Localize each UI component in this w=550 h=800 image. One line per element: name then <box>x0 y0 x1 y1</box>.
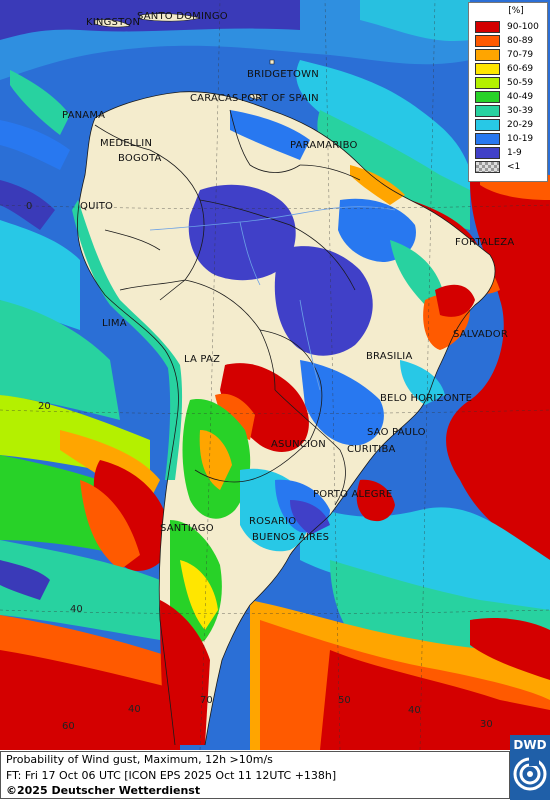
dwd-logo: DWD <box>510 735 550 800</box>
city-label: PORT OF SPAIN <box>241 93 319 104</box>
grid-label: 40 <box>70 604 83 615</box>
legend-swatch <box>475 49 500 61</box>
legend-label: 40-49 <box>507 92 534 102</box>
grid-label: 40 <box>408 705 421 716</box>
city-label: PANAMA <box>62 110 106 121</box>
legend-unit: [%] <box>508 6 524 16</box>
legend-swatch <box>475 119 500 131</box>
city-label: ASUNCION <box>271 439 326 450</box>
city-label: BRIDGETOWN <box>247 69 319 80</box>
legend-label: 30-39 <box>507 106 534 116</box>
caption-box: Probability of Wind gust, Maximum, 12h >… <box>0 751 510 799</box>
legend-swatch <box>475 147 500 159</box>
city-label: LA PAZ <box>184 354 221 365</box>
legend-label: 80-89 <box>507 36 534 46</box>
legend-label: 60-69 <box>507 64 534 74</box>
city-label: QUITO <box>80 201 114 212</box>
legend-label: 1-9 <box>507 148 522 158</box>
city-label: BELO HORIZONTE <box>380 393 473 404</box>
city-label: LIMA <box>102 318 127 329</box>
city-label: KINGSTON <box>86 17 141 28</box>
city-label: FORTALEZA <box>455 237 515 248</box>
legend-swatch <box>475 133 500 145</box>
grid-label: 0 <box>26 201 33 212</box>
legend-swatch <box>475 77 500 89</box>
city-label: CURITIBA <box>347 444 396 455</box>
legend-swatch <box>475 63 500 75</box>
city-label: CARACAS <box>190 93 239 104</box>
grid-label: 30 <box>480 719 493 730</box>
city-label: BRASILIA <box>366 351 413 362</box>
city-label: PORTO ALEGRE <box>313 489 393 500</box>
grid-label: 40 <box>128 704 141 715</box>
city-label: SANTIAGO <box>160 523 214 534</box>
city-label: BUENOS AIRES <box>252 532 330 543</box>
legend-swatch <box>475 161 500 173</box>
caption-title: Probability of Wind gust, Maximum, 12h >… <box>6 753 273 766</box>
legend-swatch <box>475 35 500 47</box>
city-label: SANTO DOMINGO <box>137 11 228 22</box>
legend-swatch <box>475 91 500 103</box>
city-label: PARAMARIBO <box>290 140 358 151</box>
logo-text: DWD <box>513 738 547 752</box>
legend-label: 70-79 <box>507 50 534 60</box>
grid-label: 60 <box>62 721 75 732</box>
legend-swatch <box>475 105 500 117</box>
caption-copyright: ©2025 Deutscher Wetterdienst <box>6 784 201 797</box>
legend-swatch <box>475 21 500 33</box>
city-label: ROSARIO <box>249 516 297 527</box>
city-label: MEDELLIN <box>100 138 153 149</box>
city-label: SALVADOR <box>453 329 509 340</box>
caption-forecast-time: FT: Fri 17 Oct 06 UTC [ICON EPS 2025 Oct… <box>6 769 337 782</box>
city-label: SAO PAULO <box>367 427 426 438</box>
grid-label: 50 <box>338 695 351 706</box>
legend-label: 20-29 <box>507 120 534 130</box>
grid-label: 70 <box>200 695 213 706</box>
legend-label: 90-100 <box>507 22 539 32</box>
legend-label: 50-59 <box>507 78 534 88</box>
legend-label: 10-19 <box>507 134 534 144</box>
swirl-icon <box>513 757 547 791</box>
grid-label: 20 <box>38 401 51 412</box>
city-label: BOGOTA <box>118 153 162 164</box>
legend: [%] 90-100 80-89 70-79 60-69 50-59 40-49 30-39… <box>468 2 548 182</box>
legend-label: <1 <box>507 162 521 172</box>
